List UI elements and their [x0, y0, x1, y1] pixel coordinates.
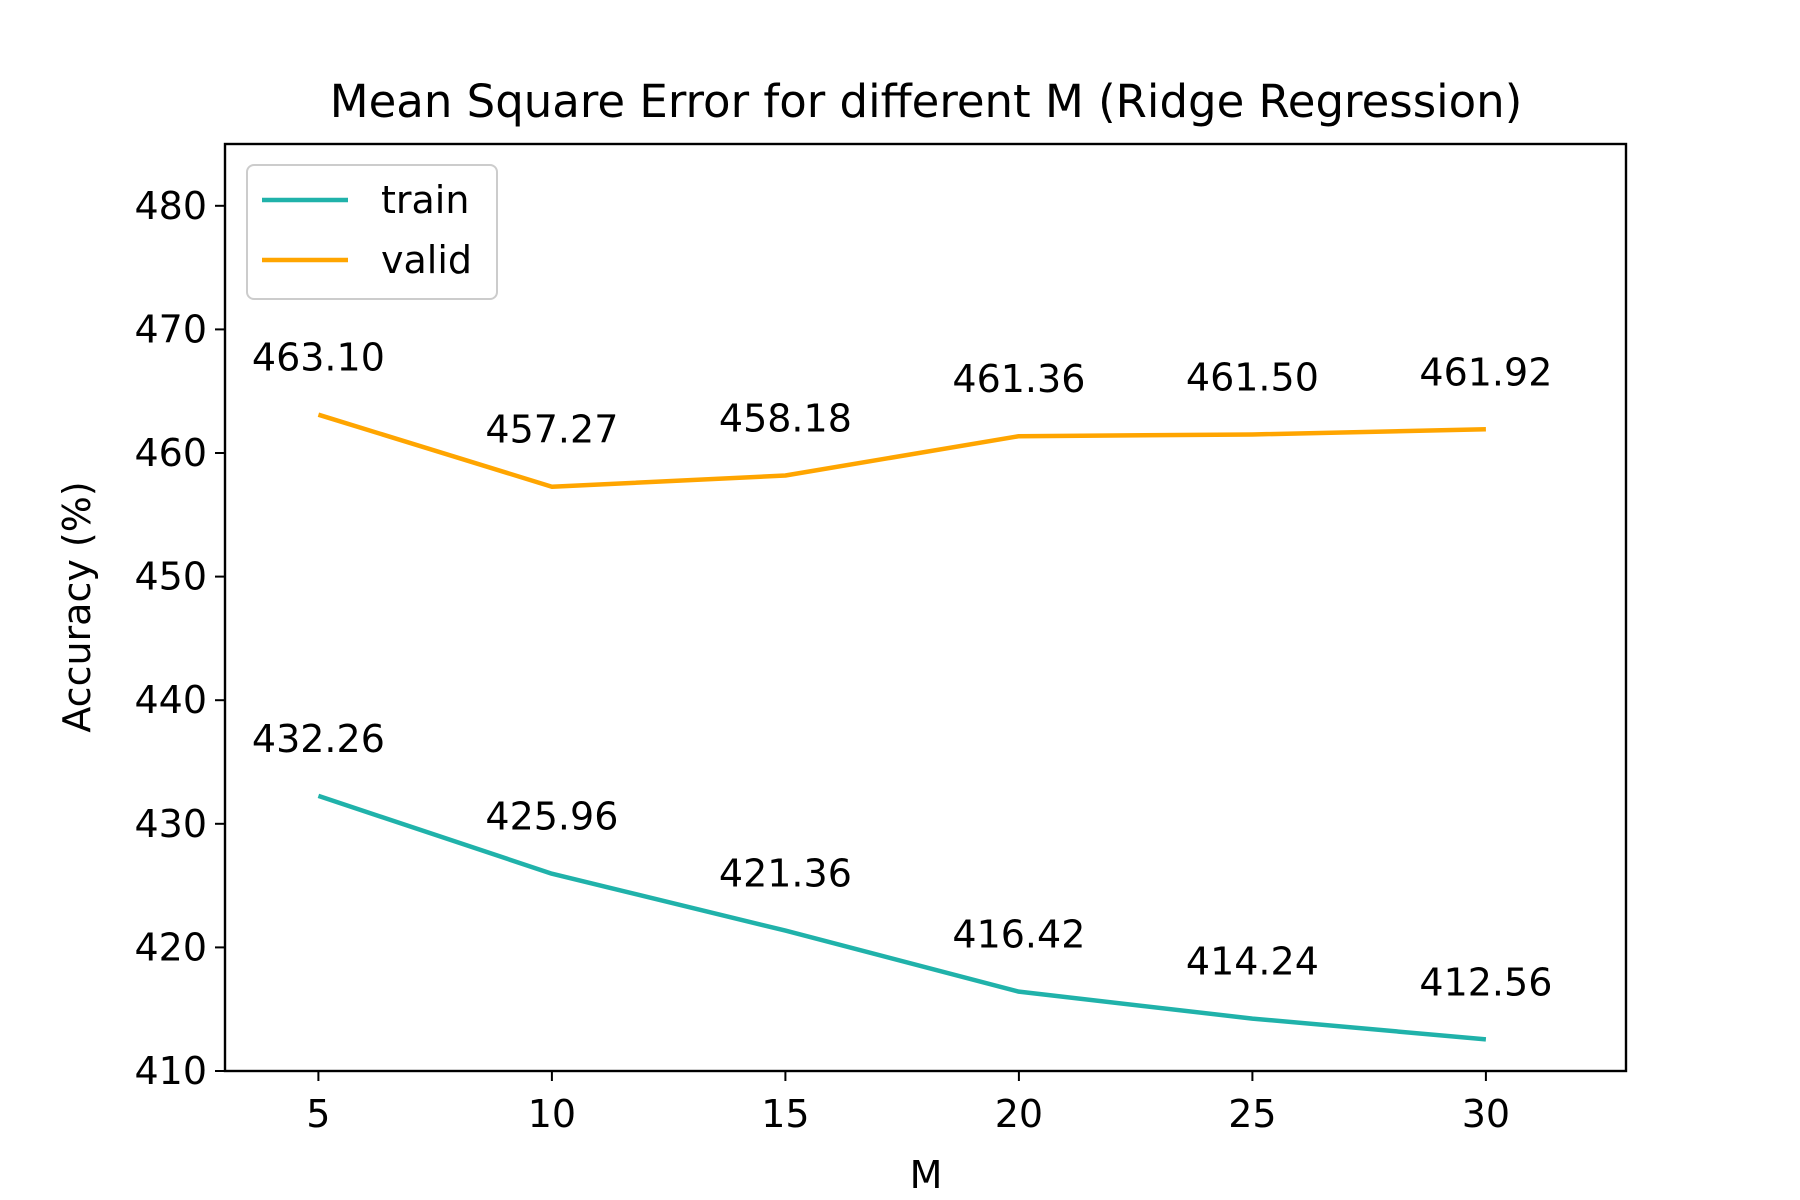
data-label-train: 432.26 — [252, 717, 385, 761]
x-tick-label: 10 — [528, 1092, 576, 1136]
data-label-train: 412.56 — [1419, 960, 1552, 1004]
data-labels: 432.26 425.96 421.36 416.42 414.24 412.56 463.… — [252, 336, 1552, 1005]
y-tick-label: 450 — [134, 555, 207, 599]
data-label-train: 416.42 — [952, 913, 1085, 957]
legend-label-valid: valid — [381, 238, 472, 282]
data-label-valid: 461.92 — [1419, 350, 1552, 394]
plot-area — [223, 142, 1628, 1073]
y-tick-label: 480 — [134, 184, 207, 228]
x-axis: 5 10 15 20 25 30 — [306, 1071, 1510, 1136]
chart-title: Mean Square Error for different M (Ridge… — [330, 75, 1523, 128]
legend: train valid — [246, 164, 498, 300]
x-axis-label: M — [910, 1153, 943, 1197]
y-tick-label: 460 — [134, 431, 207, 475]
data-label-train: 425.96 — [485, 795, 618, 839]
x-tick-label: 15 — [761, 1092, 809, 1136]
data-label-valid: 463.10 — [252, 336, 385, 380]
y-tick-label: 410 — [134, 1049, 207, 1093]
x-tick-label: 20 — [995, 1092, 1043, 1136]
x-tick-label: 25 — [1228, 1092, 1276, 1136]
x-tick-label: 5 — [306, 1092, 330, 1136]
data-label-valid: 461.50 — [1186, 355, 1319, 399]
y-tick-label: 420 — [134, 925, 207, 969]
y-axis: 410 420 430 440 450 460 470 480 — [134, 184, 225, 1093]
data-label-valid: 461.36 — [952, 357, 1085, 401]
series-layer — [317, 412, 1487, 1042]
data-label-valid: 458.18 — [719, 396, 852, 440]
y-tick-label: 440 — [134, 678, 207, 722]
x-tick-label: 30 — [1462, 1092, 1510, 1136]
y-axis-label: Accuracy (%) — [55, 481, 99, 732]
series-line-train — [317, 793, 1487, 1042]
data-label-valid: 457.27 — [485, 408, 618, 452]
y-tick-label: 430 — [134, 802, 207, 846]
legend-label-train: train — [381, 178, 469, 222]
y-tick-label: 470 — [134, 307, 207, 351]
data-label-train: 414.24 — [1186, 940, 1319, 984]
data-label-train: 421.36 — [719, 852, 852, 896]
series-line-valid — [317, 412, 1486, 489]
